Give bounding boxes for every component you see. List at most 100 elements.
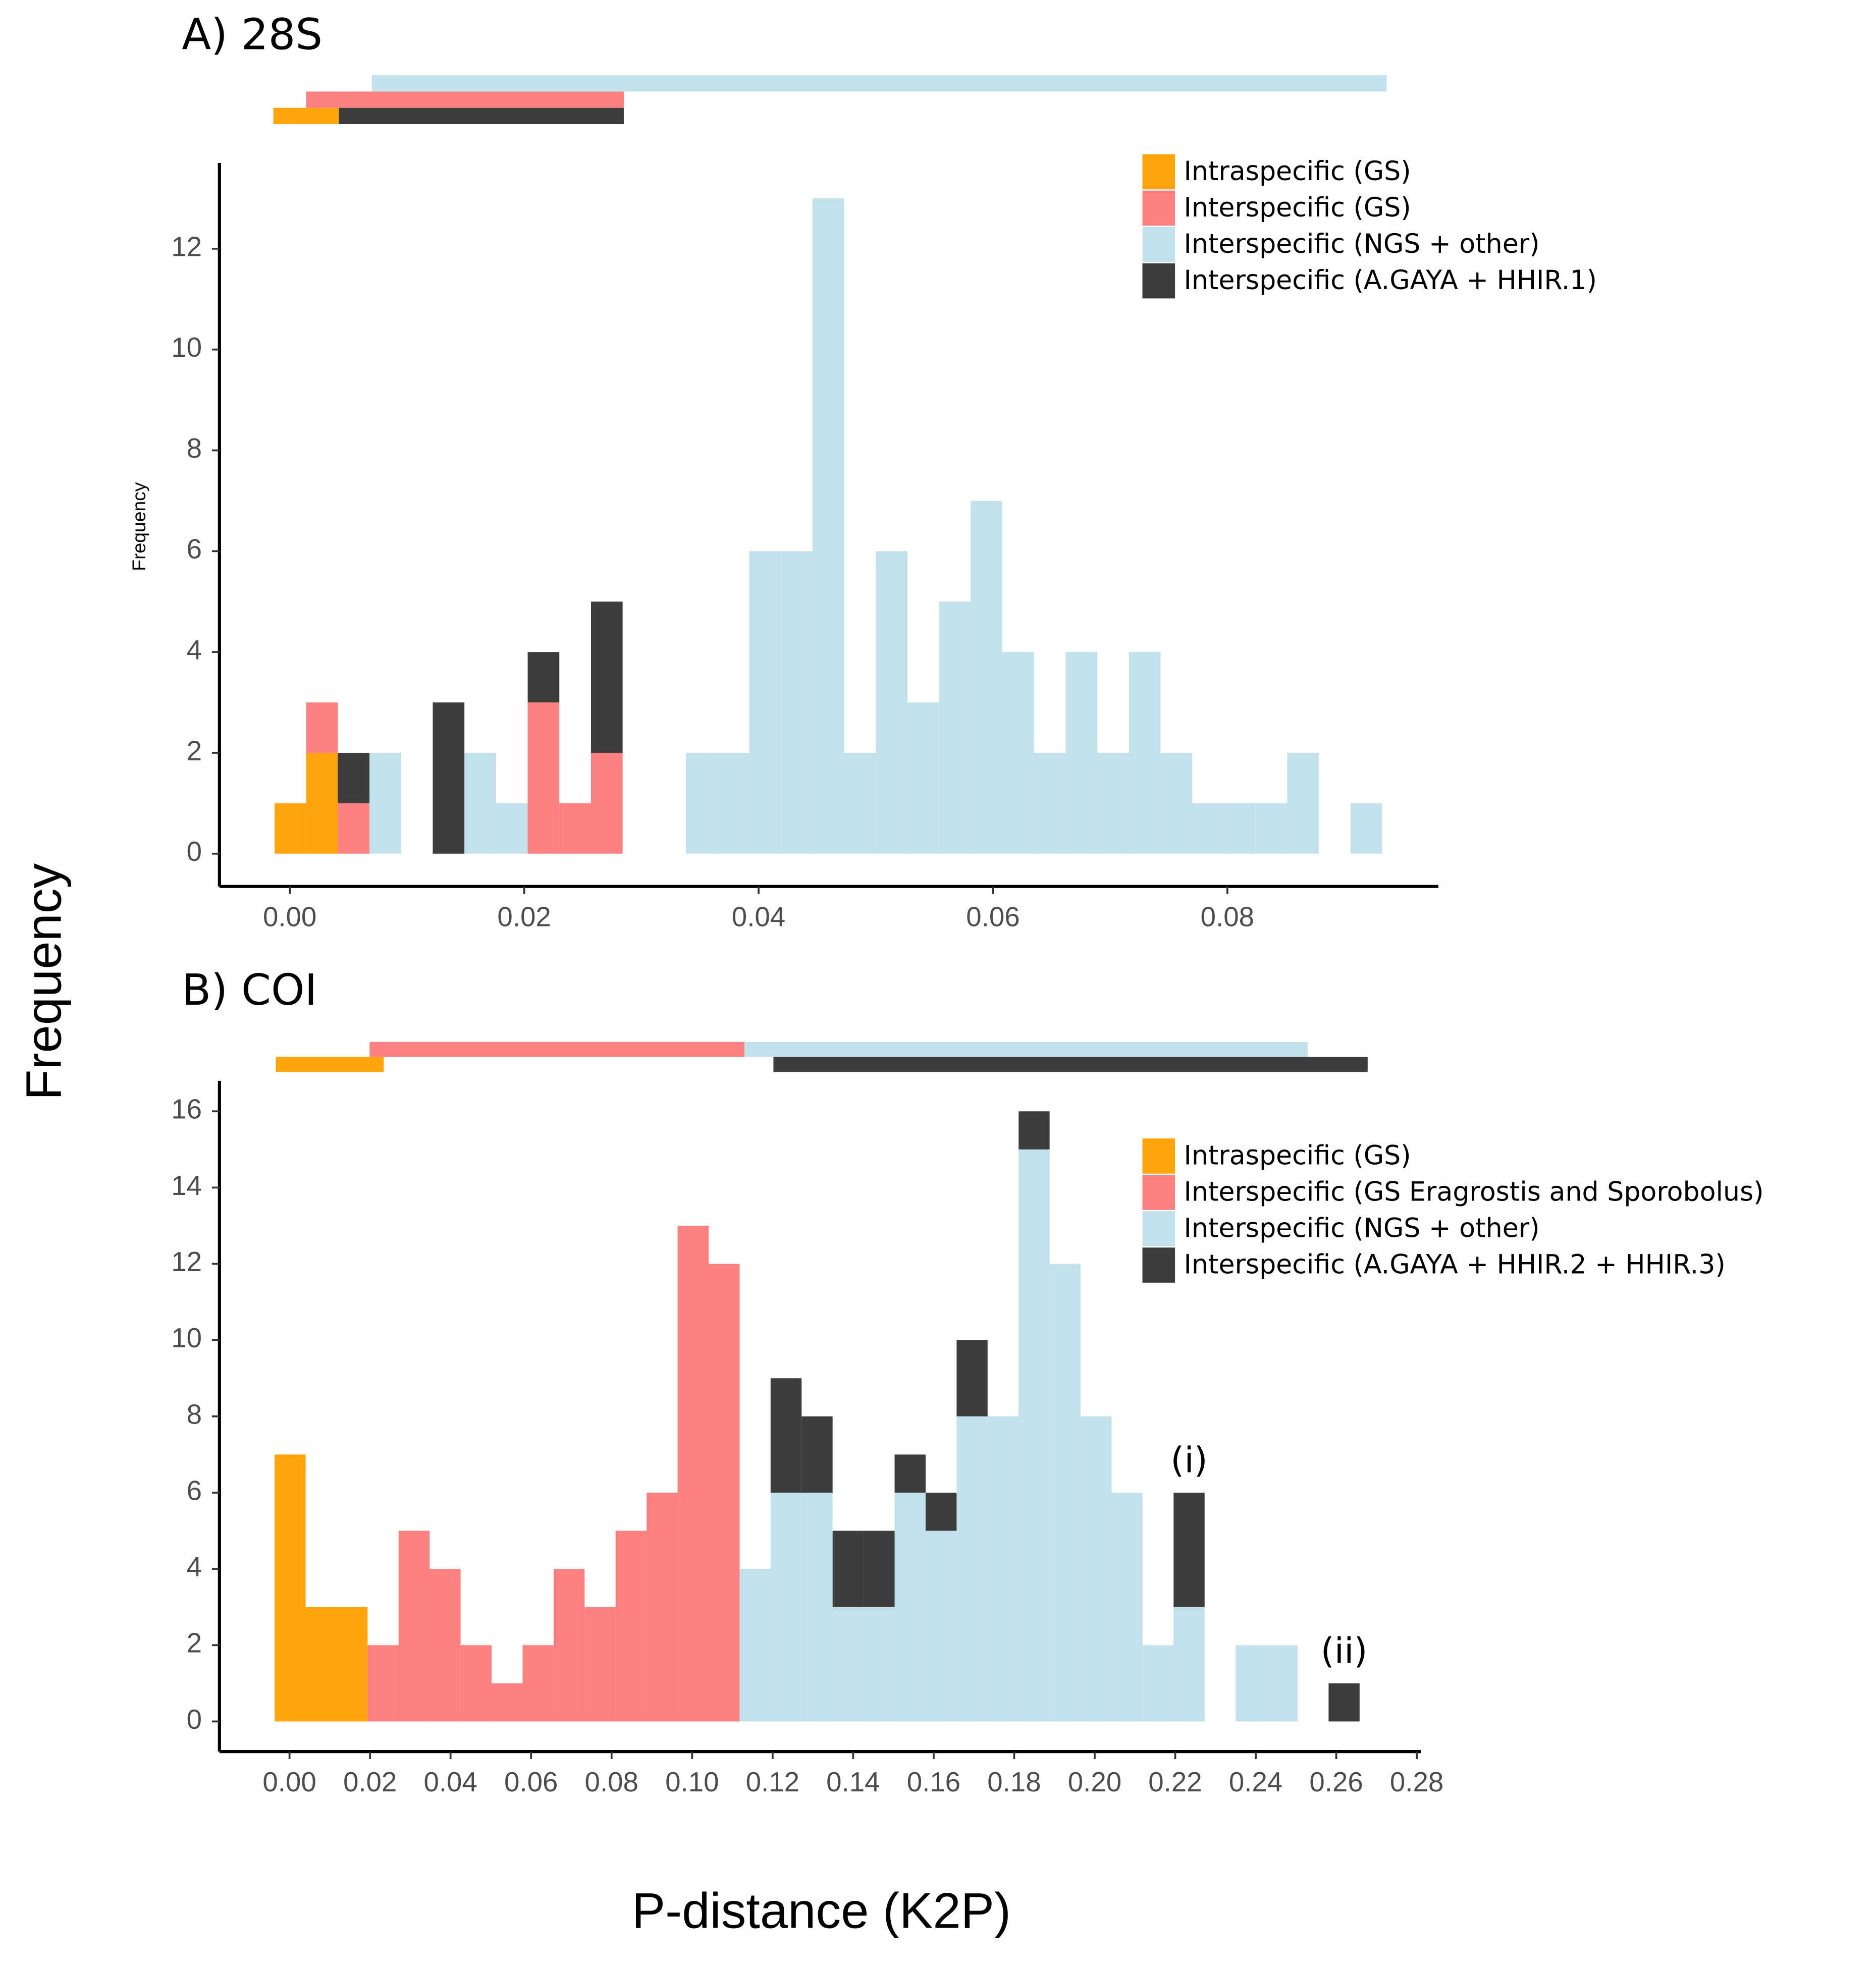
x-tick-label: 0.22 — [1148, 1767, 1202, 1797]
histogram-bar — [1065, 652, 1098, 854]
range-bar — [273, 107, 339, 124]
histogram-bar — [306, 752, 338, 854]
panel-title: B) COI — [182, 965, 317, 1015]
histogram-bar — [1192, 803, 1224, 854]
histogram-bar — [430, 1569, 461, 1722]
legend-label: Intraspecific (GS) — [1184, 156, 1411, 187]
legend-swatch — [1142, 1247, 1175, 1283]
histogram-bar — [956, 1416, 988, 1722]
x-tick-label: 0.18 — [987, 1767, 1041, 1797]
histogram-bar — [559, 803, 591, 854]
histogram-bar — [1002, 652, 1034, 854]
y-tick-label: 10 — [171, 1323, 202, 1353]
histogram-bar — [433, 702, 465, 854]
x-tick-label: 0.08 — [585, 1767, 638, 1797]
y-tick-label: 6 — [187, 534, 202, 565]
legend-label: Interspecific (GS Eragrostis and Sporobo… — [1184, 1177, 1763, 1207]
y-tick-label: 8 — [187, 433, 202, 464]
panel-title: A) 28S — [182, 10, 323, 59]
histogram-bar — [925, 1493, 957, 1531]
legend-label: Interspecific (A.GAYA + HHIR.2 + HHIR.3) — [1184, 1250, 1725, 1280]
legend-swatch — [1142, 263, 1175, 299]
annotation: (i) — [1170, 1440, 1208, 1481]
x-tick-label: 0.20 — [1068, 1767, 1121, 1797]
histogram-bar — [1049, 1264, 1081, 1722]
histogram-bar — [369, 752, 401, 854]
histogram-bar — [591, 602, 623, 753]
histogram-bar — [1173, 1493, 1205, 1607]
histogram-bar — [1223, 803, 1256, 854]
legend-label: Interspecific (NGS + other) — [1184, 1213, 1539, 1243]
y-tick-label: 10 — [171, 332, 202, 363]
x-tick-label: 0.26 — [1309, 1767, 1363, 1797]
histogram-bar — [956, 1340, 988, 1416]
histogram-bar — [971, 501, 1003, 854]
x-tick-label: 0.06 — [966, 902, 1020, 933]
histogram-bar — [338, 803, 370, 854]
histogram-bar — [749, 551, 781, 854]
histogram-bar — [591, 752, 623, 854]
histogram-bar — [492, 1683, 523, 1722]
y-tick-label: 2 — [187, 735, 202, 766]
range-bar — [773, 1057, 1368, 1072]
legend-label: Interspecific (NGS + other) — [1184, 229, 1539, 259]
histogram-bar — [708, 1264, 740, 1722]
histogram-bar — [907, 702, 939, 854]
legend-swatch — [1142, 227, 1175, 262]
x-tick-label: 0.00 — [263, 902, 316, 933]
histogram-bar — [336, 1607, 368, 1722]
range-bar — [306, 91, 624, 108]
x-tick-label: 0.08 — [1201, 902, 1254, 933]
y-tick-label: 2 — [187, 1628, 202, 1659]
histogram-bar — [801, 1416, 833, 1493]
y-tick-label: 0 — [187, 836, 202, 867]
range-bar — [276, 1057, 384, 1072]
histogram-bar — [876, 551, 907, 854]
histogram-bar — [1173, 1607, 1205, 1722]
histogram-bar — [367, 1645, 399, 1722]
range-bar — [744, 1042, 1308, 1057]
y-tick-label: 16 — [171, 1094, 202, 1125]
histogram-bar — [496, 803, 528, 854]
legend-swatch — [1142, 154, 1175, 190]
histogram-bar — [274, 803, 306, 854]
x-tick-label: 0.02 — [343, 1767, 397, 1797]
y-tick-label: 0 — [187, 1704, 202, 1735]
y-tick-label: 14 — [171, 1170, 202, 1201]
x-tick-label: 0.00 — [262, 1767, 316, 1797]
histogram-bar — [398, 1530, 430, 1722]
histogram-bar — [527, 652, 560, 703]
legend-label: Intraspecific (GS) — [1184, 1140, 1411, 1171]
histogram-bar — [1266, 1645, 1298, 1722]
y-axis-title-small: Frequency — [128, 482, 149, 571]
histogram-bar — [894, 1454, 926, 1493]
histogram-bar — [615, 1530, 647, 1722]
histogram-bar — [1111, 1493, 1143, 1722]
histogram-bar — [832, 1530, 864, 1607]
legend-swatch — [1142, 1175, 1175, 1210]
y-tick-label: 12 — [171, 231, 202, 262]
histogram-bar — [717, 752, 749, 854]
histogram-bar — [739, 1569, 771, 1722]
histogram-bar — [1034, 752, 1066, 854]
legend-swatch — [1142, 190, 1175, 226]
x-axis-title: P-distance (K2P) — [632, 1883, 1011, 1939]
x-tick-label: 0.16 — [907, 1767, 960, 1797]
histogram-bar — [1142, 1645, 1174, 1722]
histogram-bar — [1287, 752, 1319, 854]
x-tick-label: 0.04 — [423, 1767, 477, 1797]
histogram-bar — [677, 1225, 709, 1722]
y-tick-label: 12 — [171, 1246, 202, 1277]
histogram-bar — [1019, 1111, 1050, 1150]
x-tick-label: 0.02 — [497, 902, 551, 933]
histogram-bar — [464, 752, 496, 854]
histogram-bar — [939, 602, 971, 854]
y-tick-label: 8 — [187, 1399, 202, 1430]
x-tick-label: 0.28 — [1390, 1767, 1443, 1797]
histogram-bar — [1255, 803, 1288, 854]
range-bar — [369, 1042, 744, 1057]
histogram-bar — [812, 198, 844, 854]
legend-label: Interspecific (A.GAYA + HHIR.1) — [1184, 265, 1596, 296]
histogram-bar — [894, 1493, 926, 1722]
x-tick-label: 0.12 — [746, 1767, 799, 1797]
